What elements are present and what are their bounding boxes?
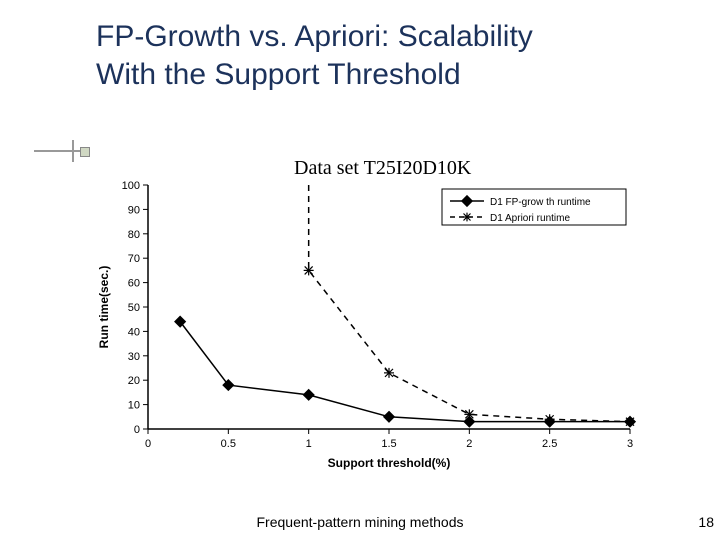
- svg-text:2.5: 2.5: [542, 438, 557, 450]
- svg-text:1: 1: [306, 438, 312, 450]
- svg-text:90: 90: [128, 204, 140, 216]
- svg-text:Run time(sec.): Run time(sec.): [97, 266, 111, 349]
- svg-text:60: 60: [128, 278, 140, 290]
- svg-text:2: 2: [466, 438, 472, 450]
- page-number: 18: [698, 514, 714, 530]
- svg-text:D1 Apriori runtime: D1 Apriori runtime: [490, 213, 570, 224]
- scalability-chart: 0 10 20 30 40 50 60 70 80 90 100 0 0.5 1 1.5 2 2.5 3 Suppo…: [92, 175, 642, 475]
- svg-text:1.5: 1.5: [381, 438, 396, 450]
- title-line-1: FP-Growth vs. Apriori: Scalability: [96, 20, 533, 53]
- svg-text:70: 70: [128, 253, 140, 265]
- svg-text:20: 20: [128, 375, 140, 387]
- page-title: FP-Growth vs. Apriori: Scalability With …: [96, 18, 533, 93]
- svg-text:0.5: 0.5: [221, 438, 236, 450]
- svg-text:80: 80: [128, 229, 140, 241]
- svg-text:D1 FP-grow th runtime: D1 FP-grow th runtime: [490, 197, 591, 208]
- svg-text:100: 100: [122, 180, 140, 192]
- footer-text: Frequent-pattern mining methods: [0, 514, 720, 530]
- bullet-decoration: [34, 140, 86, 162]
- svg-text:3: 3: [627, 438, 633, 450]
- title-line-2: With the Support Threshold: [96, 58, 461, 91]
- svg-text:30: 30: [128, 351, 140, 363]
- svg-text:Support threshold(%): Support threshold(%): [328, 456, 451, 470]
- svg-text:0: 0: [145, 438, 151, 450]
- svg-text:50: 50: [128, 302, 140, 314]
- svg-text:0: 0: [134, 424, 140, 436]
- svg-text:10: 10: [128, 400, 140, 412]
- svg-text:40: 40: [128, 326, 140, 338]
